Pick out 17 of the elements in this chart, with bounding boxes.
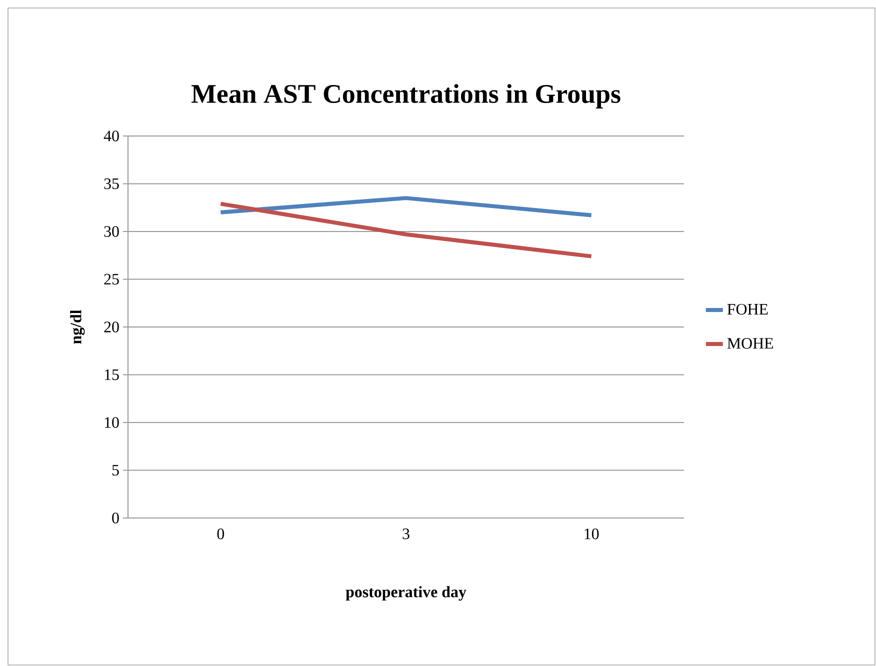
y-tick-label: 20: [104, 322, 119, 332]
y-tick-label: 35: [104, 178, 119, 190]
legend-label: FOHE: [727, 304, 768, 315]
y-axis-title: ng/dl: [70, 310, 85, 344]
legend-label: MOHE: [727, 338, 773, 349]
x-axis-title: postoperative day: [346, 586, 466, 601]
x-tick-label: 3: [402, 528, 410, 540]
chart-title: Mean AST Concentrations in Groups: [191, 84, 620, 108]
y-tick-label: 0: [112, 512, 119, 524]
y-tick-label: 25: [104, 274, 119, 285]
y-tick-label: 10: [104, 417, 119, 428]
y-tick-label: 15: [104, 369, 119, 380]
x-tick-label: 10: [584, 528, 599, 540]
x-tick-label: 0: [217, 528, 224, 540]
y-tick-label: 40: [104, 130, 119, 142]
y-tick-label: 5: [112, 464, 119, 476]
y-tick-label: 30: [104, 226, 119, 237]
